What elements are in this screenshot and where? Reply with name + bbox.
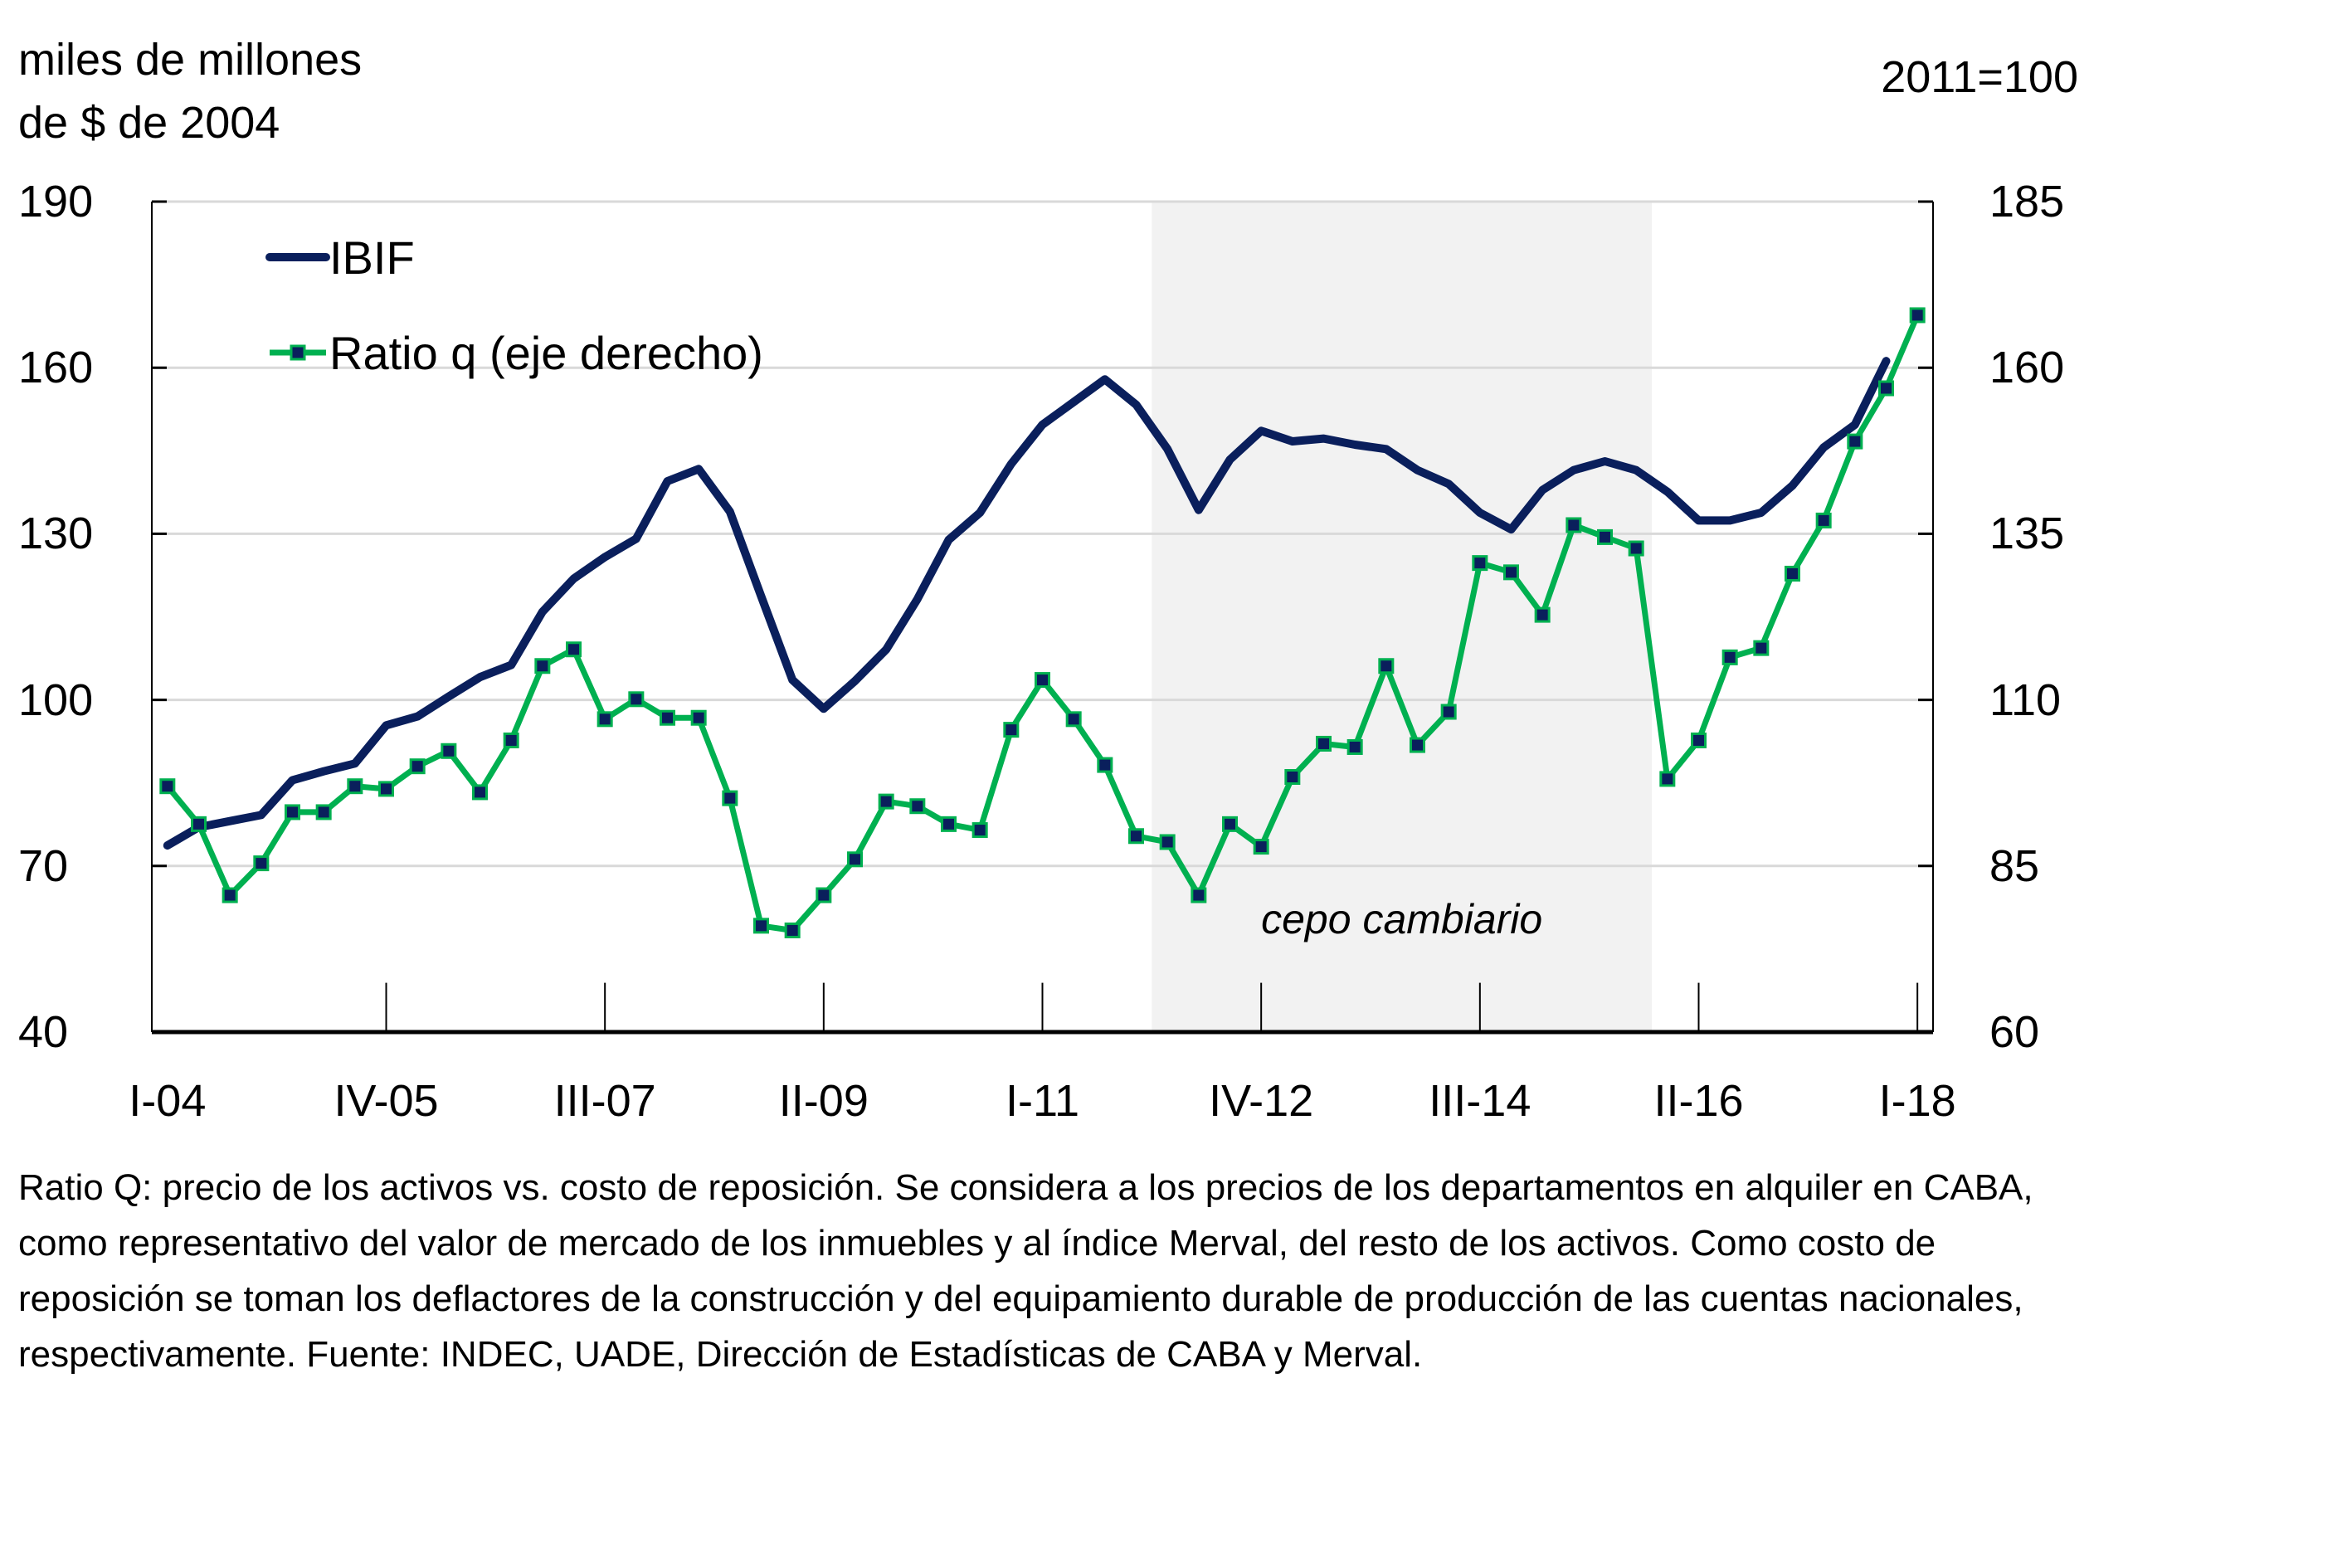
- data-point: [1346, 738, 1363, 755]
- data-point: [285, 804, 300, 821]
- data-point: [1065, 711, 1082, 728]
- data-point: [191, 816, 207, 832]
- left-tick-label: 70: [18, 840, 69, 891]
- series-ratio-q: [159, 307, 1926, 938]
- left-tick-label: 100: [18, 674, 94, 725]
- x-tick-label: II-09: [778, 1076, 869, 1126]
- data-point: [1378, 658, 1395, 674]
- data-point: [753, 918, 769, 934]
- data-point: [1847, 433, 1863, 450]
- data-point: [1785, 565, 1800, 582]
- right-tick-label: 110: [1989, 674, 2062, 725]
- data-point: [1003, 722, 1020, 738]
- data-point: [1222, 816, 1238, 832]
- data-point: [909, 798, 926, 815]
- left-tick-label: 160: [18, 343, 94, 393]
- data-point: [1128, 828, 1144, 845]
- data-point: [1721, 649, 1738, 665]
- right-tick-label: 85: [1989, 840, 2040, 891]
- data-point: [847, 851, 863, 868]
- legend-marker-ratio-q: [290, 344, 306, 361]
- legend: IBIF Ratio q (eje derecho): [265, 231, 763, 379]
- data-point: [1566, 517, 1582, 533]
- data-point: [1253, 839, 1269, 855]
- data-point: [1878, 380, 1894, 397]
- data-point: [971, 822, 988, 839]
- data-point: [1628, 540, 1644, 557]
- data-point: [566, 641, 582, 658]
- data-point: [1503, 564, 1519, 581]
- data-point: [222, 887, 238, 903]
- series-ibif: [163, 357, 1891, 850]
- chart-footnote: Ratio Q: precio de los activos vs. costo…: [18, 1167, 2033, 1375]
- data-point: [347, 778, 363, 795]
- series-line: [163, 357, 1891, 850]
- data-point: [1753, 640, 1770, 656]
- x-tick-label: II-16: [1653, 1076, 1744, 1126]
- data-point: [784, 922, 801, 938]
- data-point: [1815, 512, 1832, 528]
- right-tick-label: 60: [1989, 1007, 2040, 1057]
- data-point: [816, 887, 832, 903]
- legend-label-ibif: IBIF: [329, 231, 415, 284]
- data-point: [534, 658, 551, 674]
- data-point: [1597, 528, 1613, 545]
- data-point: [597, 711, 613, 728]
- x-tick-label: IV-05: [334, 1076, 439, 1126]
- data-point: [1316, 735, 1332, 752]
- x-tick-label: III-14: [1429, 1076, 1531, 1126]
- left-axis-title: miles de millones de $ de 2004: [18, 35, 363, 148]
- data-point: [1440, 704, 1457, 720]
- data-point: [1035, 672, 1050, 689]
- data-point: [253, 855, 270, 872]
- data-point: [878, 793, 894, 810]
- data-point: [315, 804, 332, 821]
- data-point: [660, 709, 675, 726]
- x-tick-label: III-07: [553, 1076, 656, 1126]
- data-point: [1534, 606, 1551, 623]
- data-point: [441, 743, 457, 759]
- right-tick-label: 185: [1989, 177, 2065, 226]
- x-tick-label: IV-12: [1209, 1076, 1314, 1126]
- data-point: [1191, 887, 1207, 903]
- chart-svg: IBIF Ratio q (eje derecho) cepo cambiario: [151, 200, 1934, 1035]
- data-point: [503, 732, 519, 748]
- data-point: [1691, 732, 1707, 748]
- data-point: [1410, 737, 1425, 753]
- series-line: [164, 312, 1921, 933]
- data-point: [409, 758, 426, 775]
- data-point: [1159, 834, 1176, 850]
- data-point: [1659, 771, 1676, 787]
- data-point: [1472, 555, 1488, 572]
- data-point: [378, 781, 394, 797]
- left-tick-label: 190: [18, 177, 94, 226]
- data-point: [690, 709, 707, 726]
- shaded-region-cepo: [1152, 202, 1652, 1032]
- x-tick-label: I-04: [129, 1076, 207, 1126]
- right-axis-title: 2011=100: [1881, 52, 2078, 102]
- shaded-region-label: cepo cambiario: [1261, 896, 1542, 942]
- legend-label-ratio-q: Ratio q (eje derecho): [329, 327, 763, 379]
- left-tick-label: 130: [18, 509, 94, 559]
- data-point: [1284, 768, 1301, 785]
- data-point: [159, 778, 176, 795]
- right-tick-label: 160: [1989, 343, 2065, 393]
- data-point: [941, 816, 957, 832]
- data-point: [472, 784, 488, 801]
- x-tick-label: I-18: [1878, 1076, 1956, 1126]
- x-tick-label: I-11: [1005, 1076, 1080, 1126]
- data-point: [628, 691, 645, 708]
- left-tick-label: 40: [18, 1007, 69, 1057]
- data-point: [1909, 307, 1926, 324]
- right-tick-label: 135: [1989, 509, 2065, 559]
- data-point: [722, 790, 738, 806]
- data-point: [1097, 757, 1113, 773]
